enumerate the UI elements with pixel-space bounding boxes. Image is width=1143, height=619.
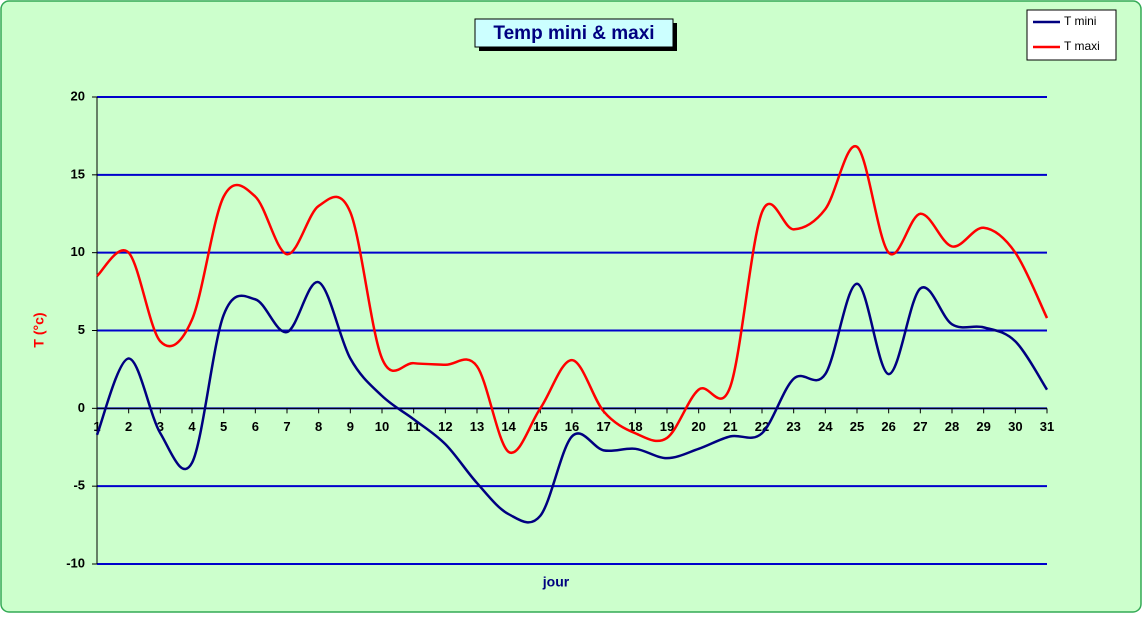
- x-tick-label: 17: [596, 419, 610, 434]
- x-tick-label: 21: [723, 419, 737, 434]
- chart-title: Temp mini & maxi: [493, 23, 654, 44]
- x-tick-label: 28: [945, 419, 959, 434]
- x-tick-label: 30: [1008, 419, 1022, 434]
- x-tick-label: 24: [818, 419, 833, 434]
- y-tick-label: 20: [71, 88, 85, 103]
- x-tick-label: 12: [438, 419, 452, 434]
- legend-label: T mini: [1064, 14, 1096, 28]
- x-tick-label: 7: [283, 419, 290, 434]
- x-tick-label: 27: [913, 419, 927, 434]
- series-line: [96, 145, 1049, 455]
- y-tick-label: 10: [71, 244, 85, 259]
- x-tick-label: 14: [501, 419, 516, 434]
- x-tick-label: 23: [786, 419, 800, 434]
- x-tick-label: 2: [125, 419, 132, 434]
- title-box: [474, 18, 674, 48]
- x-tick-label: 26: [881, 419, 895, 434]
- x-axis-label: jour: [542, 574, 570, 590]
- series-line: [95, 280, 1049, 524]
- legend-label: T maxi: [1064, 39, 1100, 53]
- x-tick-label: 15: [533, 419, 547, 434]
- y-axis-label: T (°c): [31, 312, 47, 347]
- x-tick-label: 25: [850, 419, 864, 434]
- x-tick-label: 3: [157, 419, 164, 434]
- x-tick-label: 18: [628, 419, 642, 434]
- x-tick-label: 13: [470, 419, 484, 434]
- y-tick-label: 5: [78, 322, 85, 337]
- x-tick-label: 19: [660, 419, 674, 434]
- y-tick-label: -10: [66, 555, 85, 570]
- y-tick-label: 0: [78, 400, 85, 415]
- x-tick-label: 10: [375, 419, 389, 434]
- x-tick-label: 16: [565, 419, 579, 434]
- x-tick-label: 8: [315, 419, 322, 434]
- x-tick-label: 31: [1040, 419, 1054, 434]
- x-tick-label: 1: [93, 419, 100, 434]
- x-tick-label: 6: [252, 419, 259, 434]
- x-tick-label: 4: [188, 419, 196, 434]
- x-tick-label: 29: [976, 419, 990, 434]
- legend-box: [1026, 9, 1117, 61]
- y-tick-label: 15: [71, 166, 85, 181]
- y-tick-label: -5: [73, 478, 85, 493]
- x-tick-label: 20: [691, 419, 705, 434]
- x-tick-label: 9: [347, 419, 354, 434]
- x-tick-label: 11: [407, 419, 421, 434]
- x-tick-label: 5: [220, 419, 227, 434]
